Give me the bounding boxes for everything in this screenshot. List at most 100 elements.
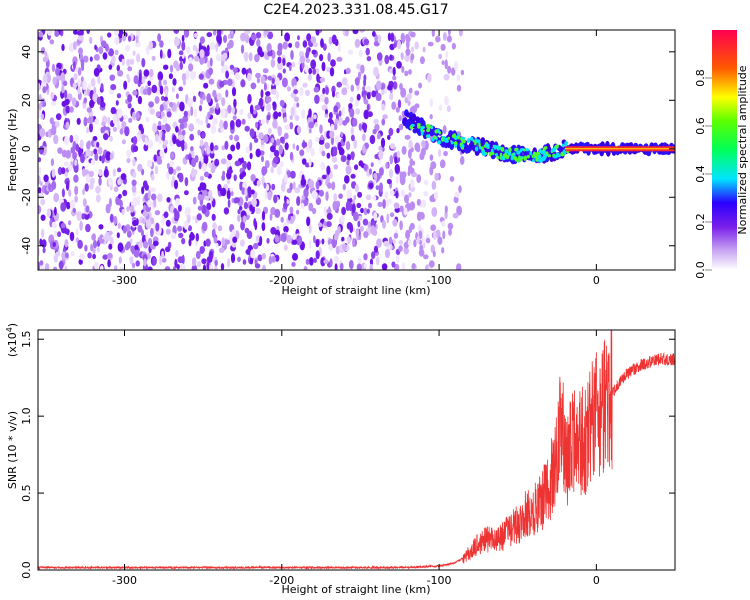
noise-blob <box>129 58 135 65</box>
noise-blob <box>183 142 188 151</box>
noise-blob <box>59 30 64 37</box>
noise-blob <box>73 30 78 35</box>
noise-blob <box>392 81 398 90</box>
noise-blob <box>69 106 74 113</box>
noise-blob <box>221 174 226 181</box>
noise-blob <box>119 128 124 135</box>
noise-blob <box>382 199 386 209</box>
noise-blob <box>90 78 96 87</box>
noise-blob <box>145 219 152 230</box>
noise-blob <box>314 94 320 105</box>
noise-blob <box>350 151 355 159</box>
noise-blob <box>160 124 166 130</box>
noise-blob <box>247 112 252 119</box>
noise-blob <box>263 82 267 91</box>
noise-blob <box>162 115 168 124</box>
noise-blob <box>158 79 162 88</box>
noise-blob <box>210 41 216 51</box>
noise-blob <box>296 209 300 215</box>
noise-blob <box>269 151 274 159</box>
noise-blob <box>307 74 313 81</box>
noise-blob <box>378 145 383 151</box>
noise-blob <box>441 60 445 65</box>
noise-blob <box>68 189 72 197</box>
noise-blob <box>202 162 207 172</box>
noise-blob <box>299 86 304 97</box>
noise-blob <box>406 93 412 100</box>
noise-blob <box>221 145 226 151</box>
noise-blob <box>206 261 210 270</box>
noise-blob <box>105 151 112 161</box>
noise-blob <box>411 147 414 153</box>
noise-blob <box>167 48 172 59</box>
noise-blob <box>229 120 235 130</box>
noise-blob <box>39 128 46 138</box>
noise-blob <box>242 259 247 265</box>
noise-blob <box>286 234 292 244</box>
noise-blob <box>163 96 168 102</box>
noise-blob <box>122 33 126 42</box>
noise-blob <box>270 145 276 153</box>
noise-blob <box>199 175 204 181</box>
noise-blob <box>281 77 288 88</box>
noise-blob <box>381 263 388 270</box>
noise-blob <box>99 238 105 244</box>
noise-blob <box>176 166 181 172</box>
noise-blob <box>270 227 277 235</box>
noise-blob <box>82 198 87 207</box>
noise-blob <box>55 67 60 76</box>
noise-blob <box>126 58 131 67</box>
noise-blob <box>61 149 68 158</box>
x-tick-label: -100 <box>427 274 452 287</box>
noise-blob <box>337 116 343 126</box>
noise-blob <box>169 64 174 73</box>
noise-blob <box>38 94 42 102</box>
signal-speckle <box>454 143 457 149</box>
noise-blob <box>422 46 426 53</box>
noise-blob <box>213 30 217 36</box>
noise-blob <box>277 111 282 117</box>
noise-blob <box>83 55 89 63</box>
noise-blob <box>88 170 95 178</box>
noise-blob <box>215 102 219 110</box>
noise-blob <box>50 91 55 100</box>
noise-blob <box>121 139 126 145</box>
noise-blob <box>366 103 370 111</box>
noise-blob <box>261 253 266 260</box>
noise-blob <box>75 228 79 236</box>
noise-blob <box>146 159 153 168</box>
noise-blob <box>251 34 257 41</box>
noise-blob <box>266 43 272 53</box>
noise-blob <box>361 122 368 131</box>
noise-blob <box>40 47 46 55</box>
noise-blob <box>177 225 183 232</box>
noise-blob <box>203 49 210 57</box>
noise-blob <box>440 43 446 51</box>
noise-blob <box>197 205 203 211</box>
noise-blob <box>212 117 218 126</box>
noise-blob <box>400 189 406 197</box>
noise-blob <box>135 260 140 267</box>
noise-blob <box>350 84 355 92</box>
noise-blob <box>82 80 87 91</box>
noise-blob <box>420 147 426 157</box>
noise-blob <box>388 127 394 136</box>
noise-blob <box>293 89 299 95</box>
noise-blob <box>102 254 108 260</box>
noise-blob <box>292 181 296 190</box>
noise-blob <box>125 44 131 52</box>
noise-blob <box>291 239 298 245</box>
signal-speckle <box>451 134 456 139</box>
noise-blob <box>268 255 273 265</box>
noise-blob <box>231 198 235 203</box>
noise-blob <box>237 214 241 222</box>
noise-blob <box>98 46 104 55</box>
spectrogram-x-ticks: -300 -200 -100 0 <box>112 30 600 287</box>
noise-blob <box>313 86 319 93</box>
noise-blob <box>52 76 57 86</box>
noise-blob <box>289 182 293 191</box>
noise-blob <box>98 168 103 177</box>
noise-blob <box>165 228 171 235</box>
noise-blob <box>357 220 361 228</box>
noise-blob <box>429 166 434 176</box>
